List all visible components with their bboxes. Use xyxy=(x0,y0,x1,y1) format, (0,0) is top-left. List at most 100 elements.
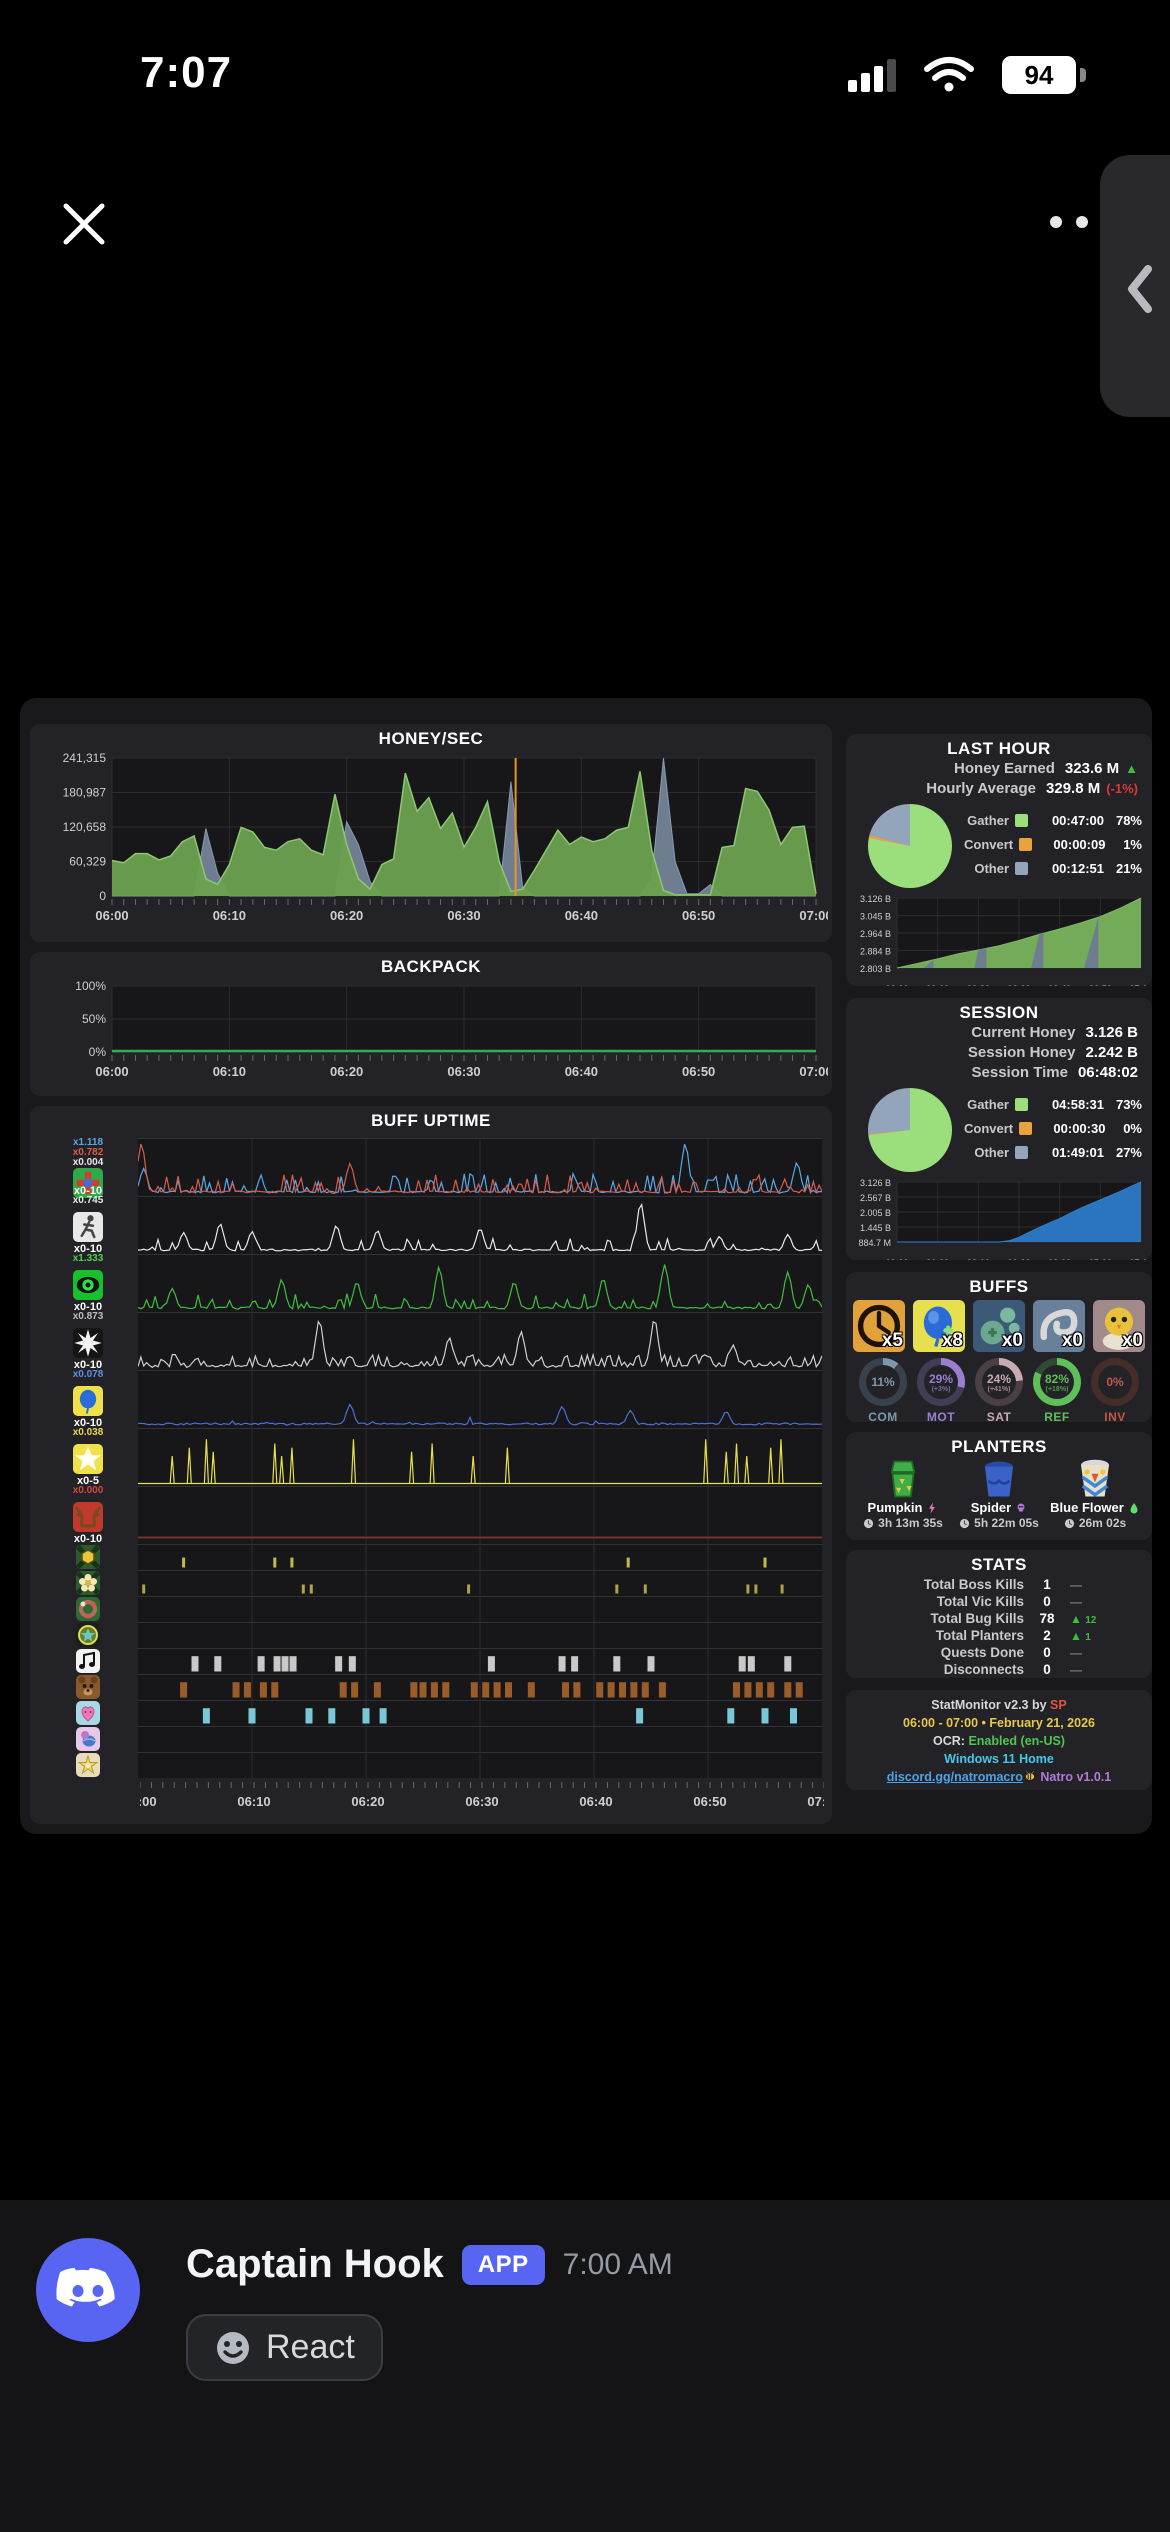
message-header: Captain Hook APP 7:00 AM xyxy=(186,2242,673,2287)
legend-pct: 78% xyxy=(1115,812,1142,828)
close-button[interactable] xyxy=(58,198,110,250)
gauge-ring: 0% xyxy=(1091,1358,1139,1406)
buff-row-icon-block xyxy=(38,1596,138,1622)
flower-token-icon xyxy=(76,1571,100,1595)
svg-text:3.126 B: 3.126 B xyxy=(860,1178,891,1188)
bolt-badge xyxy=(926,1502,938,1514)
svg-text:06:50: 06:50 xyxy=(693,1794,726,1809)
buff-row-icon-block xyxy=(38,1622,138,1648)
buff-row-star-badge-token xyxy=(38,1622,824,1648)
svg-text:06:50: 06:50 xyxy=(682,908,715,923)
stats-panel: STATS Total Boss Kills 1 — Total Vic Kills 0 —… xyxy=(846,1550,1152,1678)
buff-tile-clock-buff: x5 xyxy=(853,1300,905,1352)
planter-time: 3h 13m 35s xyxy=(878,1516,943,1530)
stats-row: Disconnects 0 — xyxy=(866,1661,1144,1678)
svg-text:100%: 100% xyxy=(75,979,106,993)
stats-delta: ▲ 1 xyxy=(1070,1628,1091,1643)
planter-name-row: Pumpkin xyxy=(868,1500,939,1515)
svg-text:06:00: 06:00 xyxy=(885,984,908,986)
starflower-token-icon xyxy=(76,1753,100,1777)
watermark-panel: StatMonitor v2.3 by SP 06:00 - 07:00 • Fe… xyxy=(846,1690,1152,1790)
buff-multiplier: x0.038 xyxy=(72,1427,104,1438)
buff-row-melody-token xyxy=(38,1648,824,1674)
buff-row-plot xyxy=(138,1138,824,1196)
hex-token-icon xyxy=(76,1545,100,1569)
buff-row-starflower-token xyxy=(38,1752,824,1778)
statmonitor-dashboard-image[interactable]: HONEY/SEC 241,315 180,987 120,658 60,329 0 06… xyxy=(20,698,1152,1834)
backpack-chart-title: BACKPACK xyxy=(380,957,481,976)
stat-label: Session Honey xyxy=(967,1044,1076,1061)
buff-tiles: x5 x8 x0 x0 x0 xyxy=(853,1300,1145,1352)
legend-time: 04:58:31 xyxy=(1051,1096,1104,1112)
stats-value: 0 xyxy=(1043,1645,1051,1660)
drop-badge-icon xyxy=(1130,1502,1138,1513)
svg-text:06:20: 06:20 xyxy=(330,908,363,923)
svg-text:19:00: 19:00 xyxy=(885,1258,908,1260)
gauge-value: 82% (+18%) xyxy=(1044,1371,1070,1393)
stats-delta: ▲ 12 xyxy=(1070,1611,1097,1626)
backpack-chart: 100% 50% 0% 06:00 06:10 06:20 06:30 06:40 06:50 0… xyxy=(75,979,828,1079)
stats-title: STATS xyxy=(971,1555,1027,1574)
watermark-line: discord.gg/natromacro Natro v1.0.1 xyxy=(852,1768,1146,1786)
gauge-sat: 24% (+41%) SAT xyxy=(970,1358,1028,1424)
legend-pct: 1% xyxy=(1123,836,1142,852)
buff-row-heart-token xyxy=(38,1700,824,1726)
svg-text:2.567 B: 2.567 B xyxy=(860,1193,891,1203)
planter-time: 5h 22m 05s xyxy=(974,1516,1039,1530)
planter-name: Spider xyxy=(970,1500,1012,1515)
message-author[interactable]: Captain Hook xyxy=(186,2242,444,2286)
more-options-button[interactable] xyxy=(1050,216,1088,228)
watermark-text: SP xyxy=(1050,1698,1067,1712)
stat-delta: (-1%) xyxy=(1106,781,1138,796)
react-button[interactable]: React xyxy=(186,2314,383,2381)
legend-time: 00:00:30 xyxy=(1053,1120,1106,1136)
wifi-icon xyxy=(922,56,976,94)
last-hour-stat-row: Honey Earned 323.6 M ▲ xyxy=(854,760,1138,780)
gauge-hole xyxy=(982,1365,1016,1399)
stats-value: 1 xyxy=(1043,1577,1051,1592)
discord-invite-link[interactable]: discord.gg/natromacro xyxy=(886,1770,1023,1784)
stats-label: Total Boss Kills xyxy=(923,1577,1024,1592)
bubbles-buff-icon xyxy=(980,1307,1020,1345)
buff-tile-bubbles-buff: x0 xyxy=(973,1300,1025,1352)
star-buff-icon xyxy=(73,1444,103,1474)
gauge-value: 24% (+41%) xyxy=(986,1371,1012,1393)
buff-row-plot xyxy=(138,1312,824,1370)
buff-multiplier-labels: x0.873 xyxy=(38,1312,138,1322)
session-chart: 3.126 B 2.567 B 2.005 B 1.445 B 884.7 M 19:00… xyxy=(858,1178,1147,1260)
buff-row-plot xyxy=(138,1700,824,1726)
buff-range-label: x0-5 xyxy=(76,1475,100,1487)
buff-row-plot xyxy=(138,1726,824,1752)
svg-text:06:40: 06:40 xyxy=(579,1794,612,1809)
buff-row-plot xyxy=(138,1254,824,1312)
stats-label: Total Bug Kills xyxy=(930,1611,1025,1626)
gauge-mot: 29% (+3%) MOT xyxy=(912,1358,970,1424)
legend-label: Other xyxy=(974,860,1009,876)
buff-range-label: x0-10 xyxy=(73,1533,103,1545)
stats-label: Quests Done xyxy=(940,1645,1024,1660)
clock-buff-icon xyxy=(857,1304,901,1348)
antler-buff-icon xyxy=(73,1502,103,1532)
svg-text:06:30: 06:30 xyxy=(1007,984,1030,986)
stats-value: 78 xyxy=(1039,1611,1055,1626)
svg-text:884.7 M: 884.7 M xyxy=(858,1238,891,1248)
buff-row-cross-buff: x1.118 x0.782 x0.004 x0-10 xyxy=(38,1138,824,1198)
gauge-value: 29% (+3%) xyxy=(928,1371,954,1393)
legend-label: Convert xyxy=(964,1120,1014,1136)
buff-row-icon-block: x0.873 x0-10 xyxy=(38,1312,138,1372)
planters-title: PLANTERS xyxy=(951,1437,1047,1456)
pumpkin-planter xyxy=(882,1458,924,1500)
legend-time: 00:00:09 xyxy=(1053,836,1106,852)
buff-row-plot xyxy=(138,1596,824,1622)
buff-row-plot xyxy=(138,1544,824,1570)
stat-value: 3.126 B xyxy=(1085,1024,1138,1041)
buff-row-perfume-token xyxy=(38,1726,824,1752)
buff-row-hex-token xyxy=(38,1544,824,1570)
stats-row: Quests Done 0 — xyxy=(866,1644,1144,1661)
stats-delta: — xyxy=(1070,1662,1082,1677)
edge-swipe-handle[interactable] xyxy=(1100,155,1170,417)
bot-avatar[interactable] xyxy=(36,2238,140,2342)
message-timestamp: 7:00 AM xyxy=(562,2247,673,2281)
gauge-ring: 29% (+3%) xyxy=(917,1358,965,1406)
svg-text:21:00: 21:00 xyxy=(926,1258,949,1260)
